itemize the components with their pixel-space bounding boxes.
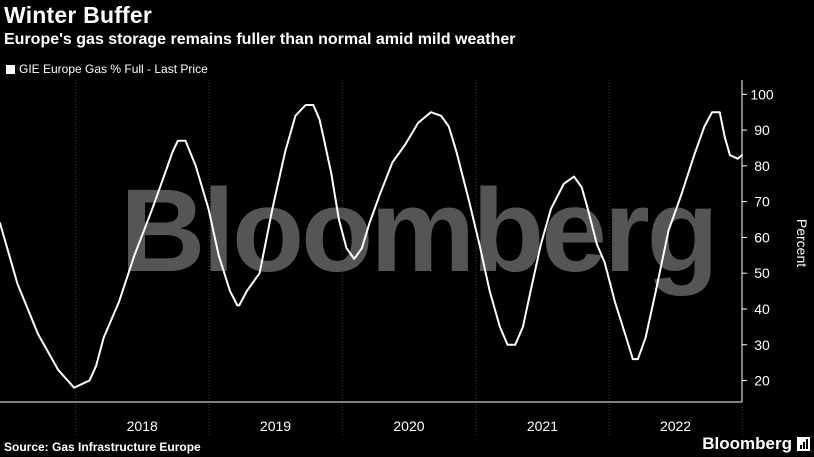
brand-name: Bloomberg	[702, 434, 792, 453]
source-note: Source: Gas Infrastructure Europe	[4, 440, 201, 454]
bloomberg-terminal-icon	[797, 437, 810, 451]
x-tick-label: 2022	[660, 418, 691, 434]
y-axis-label: Percent	[794, 219, 810, 267]
y-tick-label: 80	[754, 158, 770, 174]
tick-labels: 20 30 40 50 60 70 80 90 100 2018 2019 2020 2021 2022	[127, 86, 774, 434]
bloomberg-watermark: Bloomberg	[120, 165, 716, 297]
y-tick-label: 40	[754, 301, 770, 317]
legend-label: GIE Europe Gas % Full - Last Price	[19, 62, 208, 76]
y-tick-label: 20	[754, 373, 770, 389]
series-line	[0, 104, 743, 389]
x-tick-label: 2021	[527, 418, 558, 434]
y-tick-label: 50	[754, 265, 770, 281]
y-tick-label: 70	[754, 194, 770, 210]
axes	[0, 80, 747, 403]
y-tick-label: 30	[754, 337, 770, 353]
series-group	[0, 104, 743, 389]
legend: GIE Europe Gas % Full - Last Price	[6, 62, 208, 76]
chart-subtitle: Europe's gas storage remains fuller than…	[4, 31, 516, 48]
y-tick-label: 100	[750, 86, 774, 102]
legend-swatch	[6, 64, 15, 74]
x-tick-label: 2020	[393, 418, 424, 434]
y-tick-label: 90	[754, 122, 770, 138]
x-tick-label: 2019	[260, 418, 291, 434]
y-tick-label: 60	[754, 229, 770, 245]
chart-title: Winter Buffer	[4, 2, 153, 28]
x-tick-label: 2018	[127, 418, 158, 434]
